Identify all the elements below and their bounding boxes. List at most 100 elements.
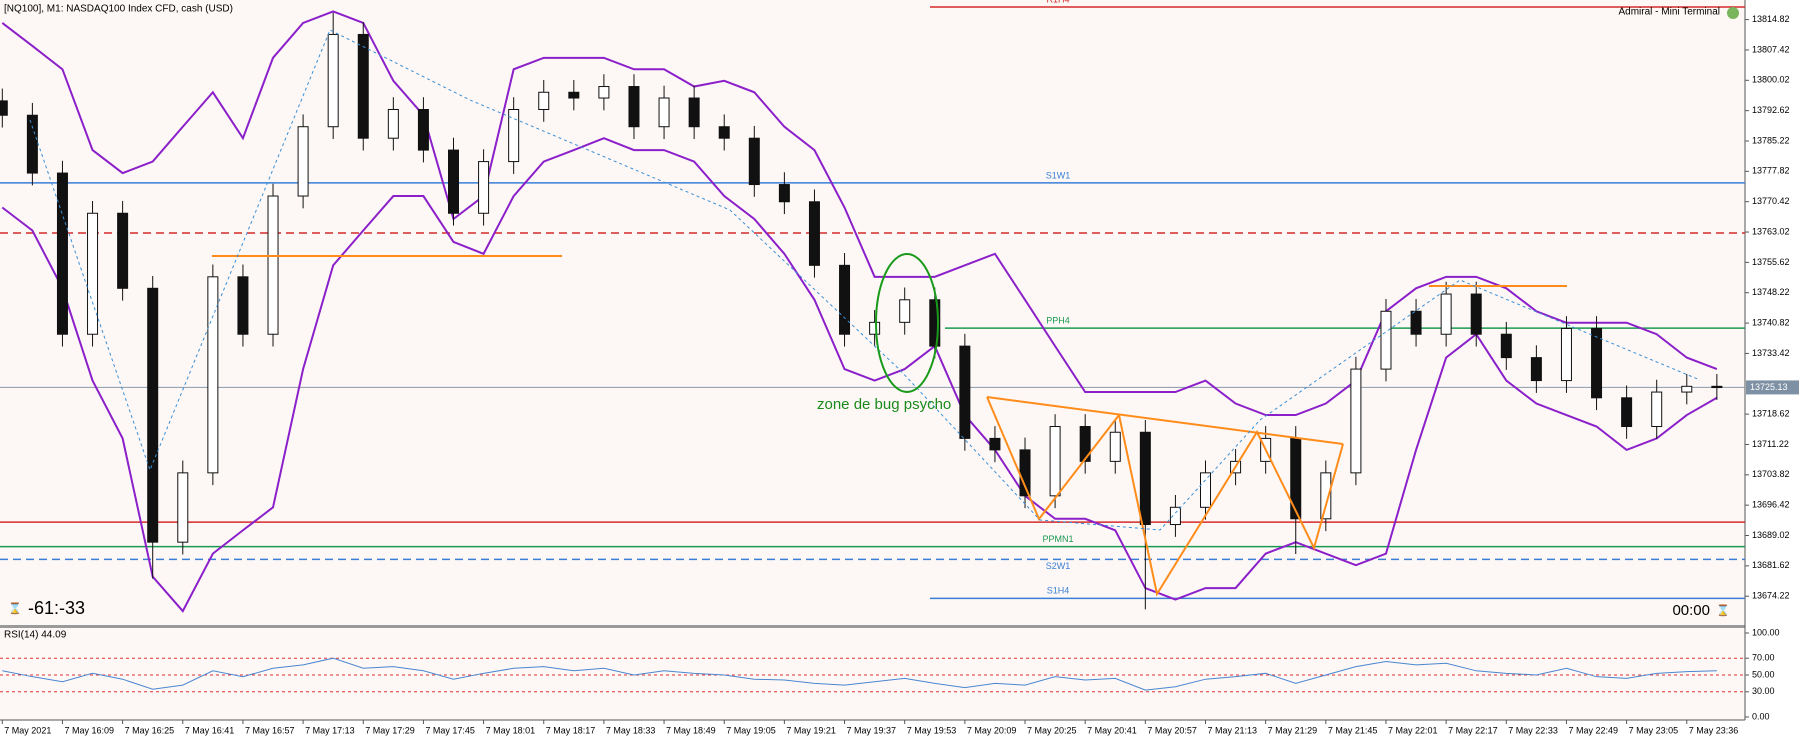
x-tick-label: 7 May 16:57: [245, 725, 295, 735]
x-tick-label: 7 May 20:25: [1027, 725, 1077, 735]
x-tick-label: 7 May 22:49: [1568, 725, 1618, 735]
chart-title: [NQ100], M1: NASDAQ100 Index CFD, cash (…: [4, 4, 233, 15]
candle-body: [1109, 431, 1121, 462]
candle-body: [327, 33, 339, 128]
y-tick-label: 13800.02: [1752, 75, 1790, 85]
level-label: PPMN1: [1042, 534, 1073, 544]
candle-body: [1560, 327, 1572, 382]
y-tick-label: 13733.42: [1752, 348, 1790, 358]
x-tick-label: 7 May 18:49: [666, 725, 716, 735]
candle-body: [808, 201, 820, 266]
candle-body: [778, 184, 790, 203]
rsi-title: RSI(14) 44.09: [4, 630, 67, 641]
y-tick-label: 13696.42: [1752, 500, 1790, 510]
candle-body: [448, 149, 459, 214]
price-pane: [0, 0, 1745, 625]
x-tick-label: 7 May 22:33: [1508, 725, 1558, 735]
x-tick-label: 7 May 23:36: [1689, 725, 1739, 735]
candle-body: [658, 97, 670, 128]
candle-body: [628, 86, 640, 128]
candle-body: [56, 172, 68, 335]
candle-body: [177, 472, 189, 543]
y-tick-label: 100.00: [1752, 627, 1780, 637]
hourglass: ⌛: [1716, 604, 1730, 617]
x-tick-label: 7 May 21:29: [1268, 725, 1318, 735]
level-label: S2W1: [1046, 561, 1071, 571]
candle-body: [538, 91, 550, 110]
candle-body: [417, 108, 429, 151]
y-tick-label: 13792.62: [1752, 105, 1790, 115]
candle-body: [869, 321, 881, 335]
candle-body: [1651, 391, 1663, 428]
candle-body: [1681, 385, 1693, 393]
x-tick-label: 7 May 16:09: [64, 725, 114, 735]
y-tick-label: 13689.02: [1752, 530, 1790, 540]
level-label: PPH4: [1046, 315, 1070, 325]
candle-body: [478, 161, 490, 214]
x-tick-label: 7 May 16:25: [125, 725, 175, 735]
last-price-box: [1746, 380, 1799, 395]
orange-pattern: [986, 396, 1120, 521]
x-tick-label: 7 May 22:01: [1388, 725, 1438, 735]
candle-body: [1711, 385, 1723, 389]
x-tick-label: 7 May 17:13: [305, 725, 355, 735]
x-tick-label: 7 May 20:41: [1087, 725, 1137, 735]
y-tick-label: 0.00: [1752, 711, 1770, 721]
y-tick-label: 13711.22: [1752, 439, 1789, 449]
level-label: R1H4: [1046, 0, 1069, 4]
y-tick-label: 13814.82: [1752, 14, 1790, 24]
x-tick-label: 7 May 19:37: [847, 725, 897, 735]
candle-body: [1350, 368, 1362, 474]
candle-body: [1320, 472, 1332, 520]
candle-body: [1049, 426, 1061, 497]
candle-body: [267, 195, 279, 335]
terminal-label: Admiral - Mini Terminal: [1618, 7, 1720, 18]
level-label: S1H4: [1047, 586, 1070, 596]
candle-body: [297, 126, 309, 197]
candle-body: [1169, 506, 1181, 526]
bollinger-band: [1, 137, 1718, 613]
drawings: [29, 29, 1701, 597]
countdown-right: 00:00: [1672, 602, 1710, 619]
y-tick-label: 13763.02: [1752, 226, 1790, 236]
zone-ellipse: [875, 253, 939, 393]
x-tick-label: 7 May 21:13: [1208, 725, 1258, 735]
zigzag: [29, 29, 1701, 531]
y-tick-label: 13674.22: [1752, 591, 1790, 601]
candle-body: [1200, 472, 1211, 508]
orange-line: [986, 396, 1344, 445]
terminal-icon: [1727, 7, 1739, 19]
x-tick-label: 7 May 23:05: [1629, 725, 1679, 735]
annotation: zone de bug psycho: [817, 396, 951, 413]
candle-body: [598, 86, 610, 99]
candle-body: [87, 212, 99, 335]
x-tick-label: 7 May 2021: [4, 725, 51, 735]
candle-body: [508, 108, 520, 163]
y-tick-label: 50.00: [1752, 669, 1775, 679]
candle-body: [1380, 310, 1392, 370]
x-tick-label: 7 May 17:29: [365, 725, 415, 735]
candle-body: [989, 437, 1001, 451]
x-tick-label: 7 May 19:53: [907, 725, 957, 735]
candle-body: [1440, 293, 1452, 335]
candle-body: [117, 212, 129, 289]
candle-body: [718, 126, 730, 139]
candle-body: [929, 299, 941, 347]
pane-separator: [0, 625, 1745, 628]
level-label: S1W1: [1046, 170, 1071, 180]
x-tick-label: 7 May 16:41: [185, 725, 235, 735]
candle-body: [1139, 431, 1151, 526]
rsi-line: [2, 657, 1717, 691]
candle-body: [357, 33, 369, 139]
rsi-pane: [0, 628, 1745, 720]
candle-body: [147, 287, 159, 543]
countdown-left: -61:-33: [28, 598, 85, 618]
y-tick-label: 13785.22: [1752, 135, 1790, 145]
candle-body: [959, 345, 971, 439]
x-tick-label: 7 May 19:21: [786, 725, 836, 735]
y-tick-label: 13755.62: [1752, 257, 1790, 267]
y-tick-label: 13770.42: [1752, 196, 1790, 206]
orange-pattern: [1118, 414, 1344, 597]
hourglass: ⌛: [8, 602, 22, 615]
x-tick-label: 7 May 19:05: [726, 725, 776, 735]
